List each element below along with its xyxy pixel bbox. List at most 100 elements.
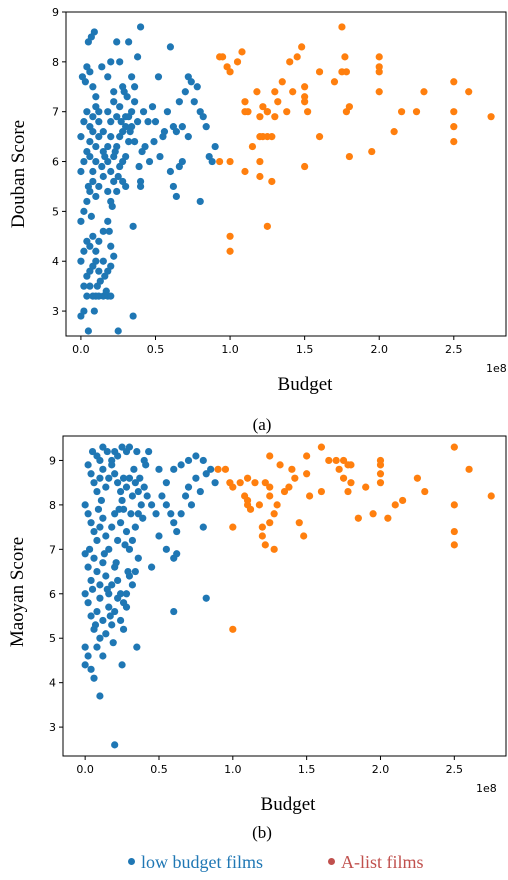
a-list-point	[338, 23, 346, 31]
low-budget-point	[136, 182, 145, 191]
low-budget-point	[148, 501, 156, 509]
a-list-point	[347, 461, 355, 469]
a-list-point	[306, 492, 314, 500]
x-offset-text: 1e8	[476, 782, 497, 795]
a-list-point	[420, 88, 428, 96]
low-budget-point	[208, 157, 216, 166]
y-tick-label: 9	[52, 6, 59, 19]
low-budget-point	[104, 217, 112, 225]
low-budget-point	[112, 559, 120, 567]
a-list-point	[399, 496, 407, 505]
low-budget-point	[116, 519, 125, 527]
low-budget-point	[108, 621, 116, 629]
a-list-point	[450, 138, 458, 146]
low-budget-point	[96, 456, 104, 465]
a-list-point	[368, 147, 376, 156]
a-list-point	[375, 63, 383, 71]
plot-frame	[65, 11, 507, 337]
a-list-point	[330, 78, 339, 86]
x-tick-label: 1.5	[298, 763, 316, 776]
x-ticks: 0.0 0.5 1.0 1.5 2.0 2.5	[72, 336, 463, 356]
x-axis-label: Budget	[278, 374, 334, 395]
low-budget-point	[175, 98, 183, 106]
low-budget-point	[148, 103, 157, 111]
y-ticks: 3 4 5 6 7 8 9	[52, 6, 66, 318]
a-list-point	[487, 113, 495, 121]
low-budget-point	[116, 487, 125, 496]
low-budget-point	[108, 523, 116, 531]
low-budget-point	[81, 590, 89, 598]
a-list-point	[390, 128, 398, 136]
low-budget-point	[96, 634, 104, 642]
low-budget-point	[102, 630, 110, 638]
a-list-point	[376, 470, 385, 478]
low-budget-point	[125, 138, 133, 146]
low-budget-point	[80, 157, 88, 166]
a-list-point	[465, 88, 473, 96]
low-budget-point	[80, 247, 88, 255]
low-budget-point	[105, 545, 113, 553]
low-budget-point	[83, 292, 91, 300]
low-budget-point	[172, 192, 180, 201]
low-budget-point	[145, 447, 153, 456]
low-budget-point	[187, 78, 195, 86]
low-budget-point	[111, 147, 119, 156]
low-budget-point	[131, 138, 139, 146]
low-budget-point	[107, 58, 115, 66]
low-budget-point	[86, 68, 94, 76]
low-budget-point	[87, 470, 95, 478]
a-list-point	[301, 93, 309, 101]
a-list-point	[253, 88, 261, 96]
x-tick-label: 1.0	[224, 763, 242, 776]
low-budget-point	[125, 443, 134, 451]
a-list-point	[450, 108, 458, 116]
low-budget-point	[178, 123, 186, 131]
a-list-point	[317, 443, 326, 451]
low-budget-point	[115, 505, 123, 513]
low-budget-point	[81, 643, 89, 651]
low-budget-point	[114, 327, 122, 335]
low-budget-point	[105, 474, 113, 482]
low-budget-point	[108, 581, 116, 589]
a-list-point	[221, 465, 230, 473]
low-budget-point	[196, 197, 204, 206]
y-tick-label: 6	[52, 156, 59, 169]
x-ticks: 0.0 0.5 1.0 1.5 2.0 2.5	[76, 756, 463, 776]
a-list-point	[256, 113, 264, 121]
a-list-point	[280, 487, 289, 496]
low-budget-point	[177, 510, 185, 518]
low-budget-point	[99, 172, 107, 181]
a-list-point	[293, 53, 301, 61]
low-budget-point	[99, 227, 107, 235]
low-budget-point	[80, 307, 88, 315]
low-budget-point	[170, 607, 178, 616]
low-budget-point	[99, 616, 107, 625]
low-budget-point	[114, 576, 122, 585]
low-budget-point	[81, 661, 89, 669]
low-budget-point	[128, 73, 136, 81]
low-budget-point	[118, 661, 126, 669]
low-budget-point	[181, 492, 190, 500]
a-list-point	[295, 519, 303, 527]
low-budget-point	[166, 43, 175, 51]
low-budget-point	[136, 474, 144, 482]
low-budget-point	[181, 88, 189, 96]
low-budget-point	[133, 447, 141, 456]
low-budget-point	[166, 167, 175, 176]
low-budget-point	[155, 532, 163, 540]
low-budget-point	[105, 227, 113, 235]
a-list-point	[278, 78, 286, 86]
low-budget-point	[177, 461, 185, 469]
low-budget-point	[107, 242, 115, 250]
low-budget-point	[84, 563, 92, 571]
low-budget-point	[111, 470, 119, 478]
a-list-point	[268, 177, 276, 186]
low-budget-point	[83, 108, 91, 116]
a-list-point	[226, 157, 234, 166]
low-budget-point	[148, 563, 156, 571]
low-budget-point	[145, 157, 154, 166]
a-list-point	[271, 88, 279, 96]
low-budget-point	[99, 128, 107, 136]
low-budget-point	[97, 496, 105, 505]
low-budget-point	[77, 257, 85, 265]
